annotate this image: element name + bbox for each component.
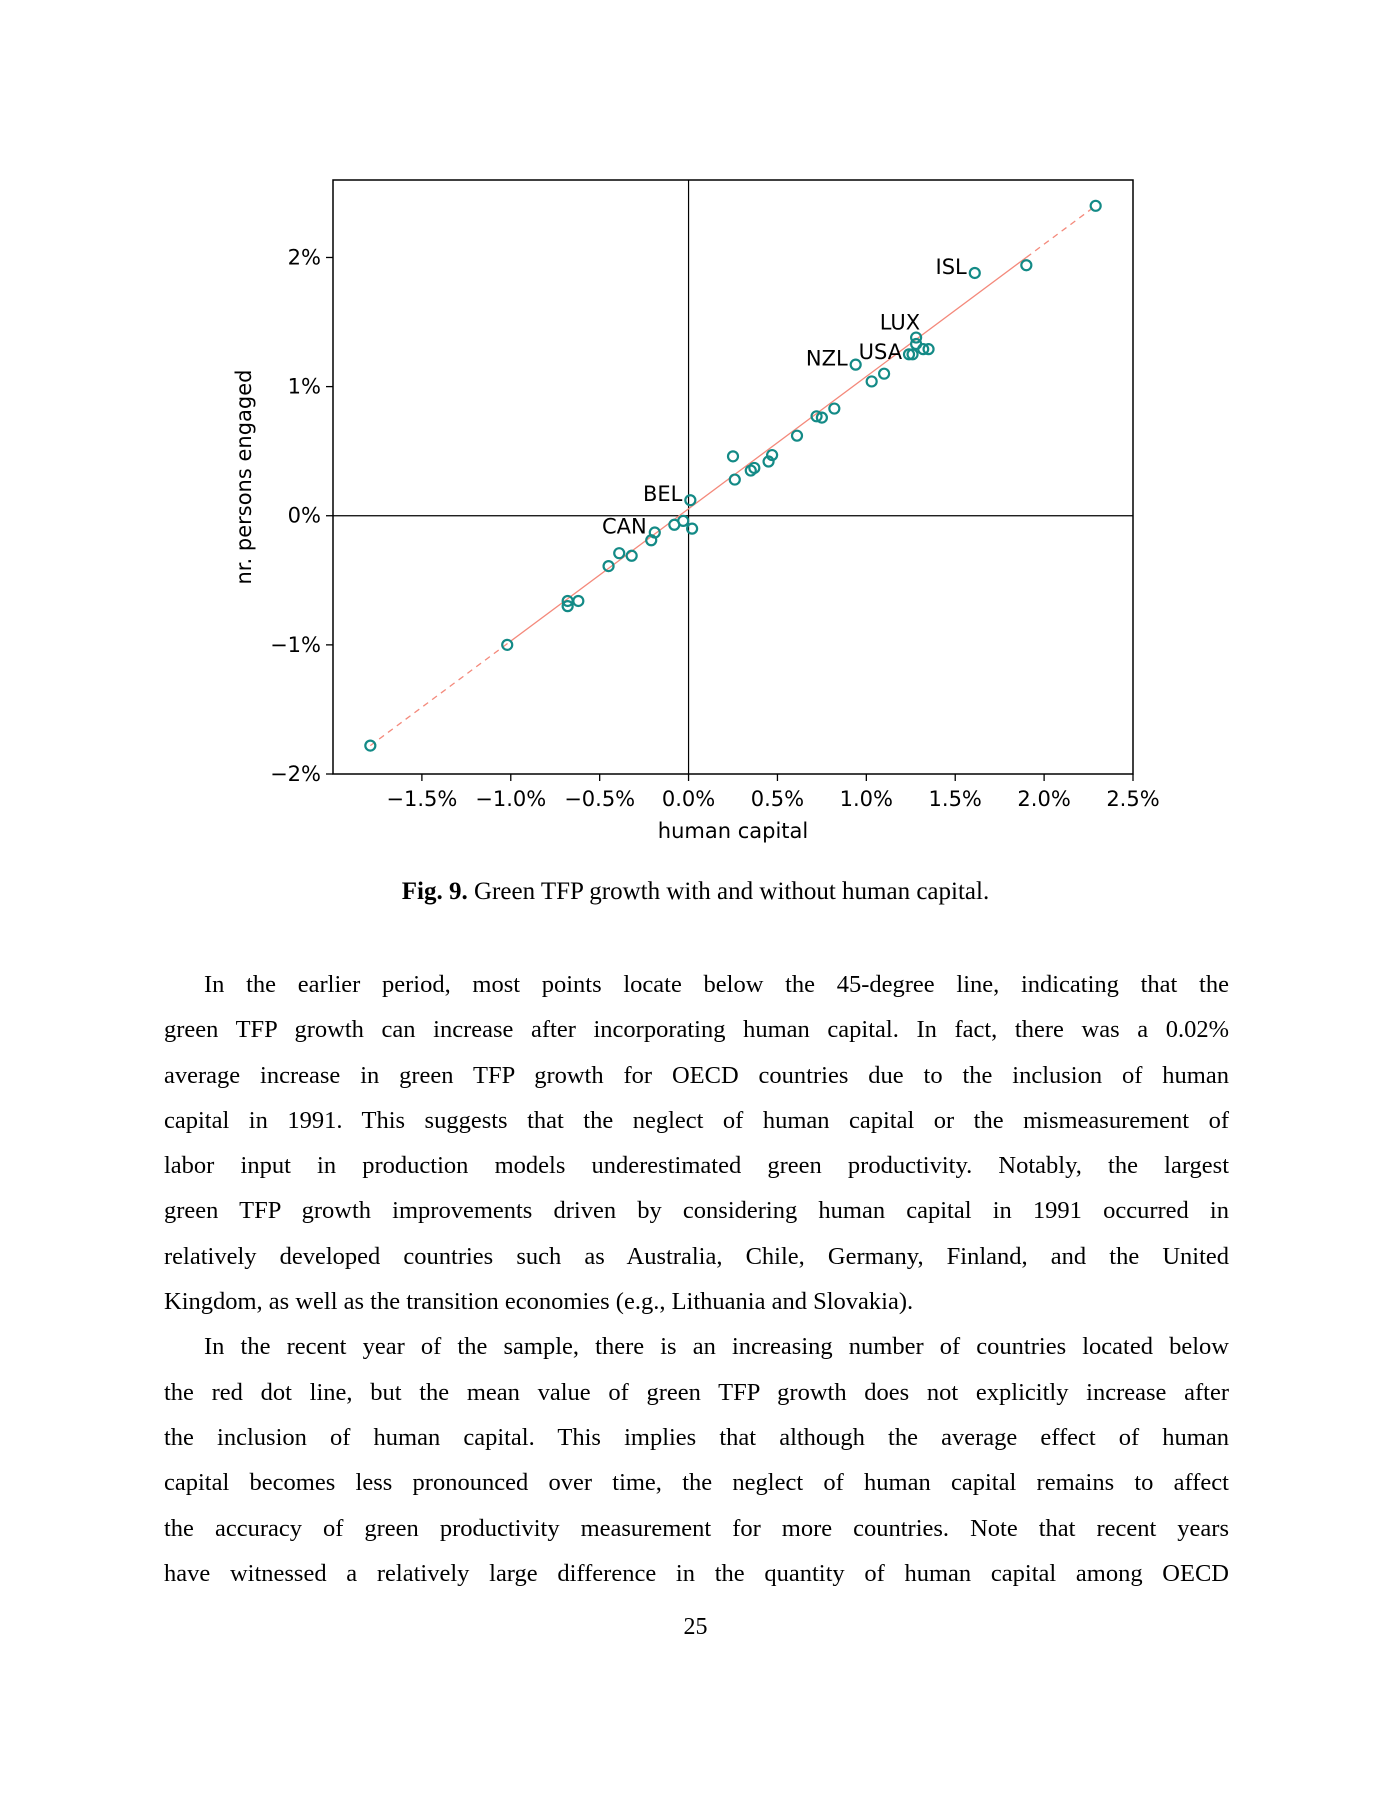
text-line: In the recent year of the sample, there … xyxy=(204,1333,1229,1361)
data-point xyxy=(602,559,615,573)
y-tick-label: −2% xyxy=(270,762,321,786)
x-tick-label: −1.0% xyxy=(475,787,546,811)
y-tick-label: −1% xyxy=(270,633,321,657)
data-point xyxy=(902,348,916,361)
y-tick-label: 2% xyxy=(288,245,321,269)
data-point xyxy=(766,448,779,462)
text-line: capital in 1991. This suggests that the … xyxy=(164,1106,1229,1134)
text-line: capital becomes less pronounced over tim… xyxy=(164,1469,1229,1497)
text-line: the red dot line, but the mean value of … xyxy=(164,1378,1229,1406)
x-tick-label: 2.5% xyxy=(1106,787,1159,811)
data-point xyxy=(922,343,935,356)
fit-line-dashed xyxy=(369,640,512,747)
data-point xyxy=(849,358,862,371)
data-point xyxy=(728,473,741,486)
data-point xyxy=(744,464,757,477)
body-text: In the earlier period, most points locat… xyxy=(164,962,1229,1596)
fit-line-dashed xyxy=(1025,205,1097,258)
data-point xyxy=(613,547,626,560)
point-label: ISL xyxy=(936,255,968,279)
text-line: relatively developed countries such as A… xyxy=(164,1242,1229,1270)
y-axis-label: nr. persons engaged xyxy=(232,370,256,585)
figure-caption: Fig. 9. Green TFP growth with and withou… xyxy=(0,878,1391,906)
x-tick-label: 0.0% xyxy=(662,787,715,811)
text-line: the inclusion of human capital. This imp… xyxy=(164,1423,1229,1451)
data-point xyxy=(906,348,919,361)
x-tick-label: 2.0% xyxy=(1017,787,1070,811)
data-point xyxy=(645,534,658,547)
x-tick-label: −0.5% xyxy=(564,787,635,811)
data-point xyxy=(762,455,775,468)
y-tick-label: 0% xyxy=(288,504,321,528)
data-point xyxy=(1020,259,1033,272)
text-line: In the earlier period, most points locat… xyxy=(204,971,1229,998)
x-tick-label: 1.0% xyxy=(840,787,893,811)
data-point xyxy=(726,450,740,463)
data-point xyxy=(968,266,981,280)
data-point xyxy=(572,594,585,608)
text-line: have witnessed a relatively large differ… xyxy=(164,1559,1229,1587)
data-point xyxy=(865,375,878,388)
data-point xyxy=(668,518,681,531)
x-tick-label: 1.5% xyxy=(929,787,982,811)
data-point xyxy=(878,367,891,380)
data-point xyxy=(1089,199,1102,212)
text-line: green TFP growth improvements driven by … xyxy=(164,1197,1229,1225)
point-label: BEL xyxy=(643,482,683,506)
data-point xyxy=(828,402,841,415)
text-line: average increase in green TFP growth for… xyxy=(164,1061,1229,1089)
data-point xyxy=(815,411,828,424)
plot-frame xyxy=(332,179,1134,775)
x-tick-label: 0.5% xyxy=(751,787,804,811)
data-point xyxy=(910,331,923,344)
text-line: green TFP growth can increase after inco… xyxy=(164,1016,1229,1044)
data-point xyxy=(790,429,804,442)
data-point xyxy=(686,522,699,535)
fit-line-solid xyxy=(510,256,1027,642)
page-number: 25 xyxy=(683,1614,708,1640)
point-label: LUX xyxy=(880,311,920,335)
figure-label: Fig. 9. xyxy=(401,878,468,905)
x-tick-label: −1.5% xyxy=(386,787,457,811)
data-point xyxy=(561,600,574,613)
point-label: CAN xyxy=(602,515,647,539)
text-line: Kingdom, as well as the transition econo… xyxy=(164,1288,914,1316)
x-axis-label: human capital xyxy=(658,819,808,843)
data-point xyxy=(501,638,514,651)
text-line: labor input in production models underes… xyxy=(164,1152,1229,1180)
data-point xyxy=(625,549,638,562)
figure-caption-text: Green TFP growth with and without human … xyxy=(474,878,990,905)
data-point xyxy=(684,494,697,507)
point-label: NZL xyxy=(806,347,848,371)
data-point xyxy=(810,410,823,423)
point-label: USA xyxy=(859,340,903,364)
scatter-chart: ISL LUX USA NZL BEL CAN −1.5% −1.0% −0.5% 0.0% 0.5… xyxy=(232,179,1160,843)
y-tick-label: 1% xyxy=(288,375,321,399)
data-point xyxy=(364,739,377,752)
data-point xyxy=(917,343,930,356)
text-line: the accuracy of green productivity measu… xyxy=(164,1514,1229,1542)
